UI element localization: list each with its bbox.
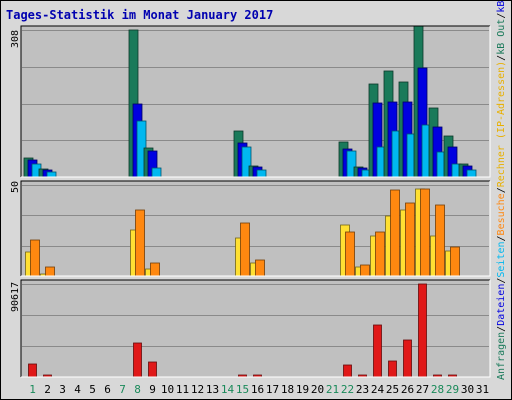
legend-separator: /: [496, 326, 507, 332]
day-label-12: 12: [191, 383, 204, 396]
chart-title: Tages-Statistik im Monat January 2017: [6, 8, 273, 22]
day-label-24: 24: [371, 383, 385, 396]
day-label-23: 23: [356, 383, 369, 396]
legend-separator: /: [496, 13, 507, 19]
traffic-bar-kbytes-day-27: [418, 283, 427, 378]
legend-separator: /: [496, 187, 507, 193]
traffic-bars: [28, 283, 457, 378]
hosts-bar-besuche-day-28: [435, 204, 445, 277]
traffic-bar-kbytes-day-24: [373, 324, 382, 378]
legend-item-rechner-ip-adressen-: Rechner (IP-Adressen): [496, 61, 507, 187]
hosts-bars: [25, 188, 460, 277]
day-label-20: 20: [311, 383, 324, 396]
day-label-28: 28: [431, 383, 444, 396]
legend-separator: /: [496, 278, 507, 284]
day-label-16: 16: [251, 383, 264, 396]
day-label-21: 21: [326, 383, 339, 396]
requests-bar-seiten-day-16: [256, 169, 267, 178]
right-legend: Anfragen/Dateien/Seiten/Besuche/Rechner …: [496, 0, 507, 380]
day-label-14: 14: [221, 383, 235, 396]
requests-panel-frame: [20, 25, 490, 177]
day-label-2: 2: [44, 383, 51, 396]
day-label-8: 8: [134, 383, 141, 396]
traffic-bar-kbytes-day-25: [388, 360, 397, 378]
traffic-panel: 90617: [10, 279, 491, 378]
hosts-bar-besuche-day-22: [345, 231, 355, 277]
hosts-bar-besuche-day-26: [405, 202, 415, 277]
day-label-30: 30: [461, 383, 474, 396]
day-label-25: 25: [386, 383, 399, 396]
hosts-bar-besuche-day-29: [450, 246, 460, 277]
hosts-bar-besuche-day-23: [360, 264, 370, 277]
hosts-bar-besuche-day-27: [420, 188, 430, 277]
day-label-19: 19: [296, 383, 309, 396]
day-label-11: 11: [176, 383, 189, 396]
day-label-10: 10: [161, 383, 174, 396]
requests-bar-seiten-day-9: [151, 167, 162, 178]
legend-separator: /: [496, 235, 507, 241]
legend-item-anfragen: Anfragen: [496, 332, 507, 380]
requests-panel-frame-shadow: [21, 26, 491, 178]
hosts-bar-besuche-day-2: [45, 266, 55, 277]
day-label-4: 4: [74, 383, 81, 396]
day-label-18: 18: [281, 383, 294, 396]
hosts-bar-besuche-day-25: [390, 189, 400, 277]
day-label-13: 13: [206, 383, 219, 396]
traffic-bar-kbytes-day-9: [148, 361, 157, 378]
hosts-max-label: 50: [10, 181, 21, 193]
traffic-panel-frame-shadow: [21, 280, 491, 378]
day-label-15: 15: [236, 383, 249, 396]
day-label-1: 1: [29, 383, 36, 396]
hosts-bar-besuche-day-8: [135, 209, 145, 277]
requests-bar-seiten-day-2: [46, 171, 57, 178]
legend-item-besuche: Besuche: [496, 193, 507, 235]
legend-item-kb-out: kB Out: [496, 19, 507, 55]
legend-item-seiten: Seiten: [496, 241, 507, 277]
traffic-bar-kbytes-day-1: [28, 363, 37, 378]
day-label-31: 31: [476, 383, 489, 396]
traffic-bar-kbytes-day-22: [343, 364, 352, 378]
requests-max-label: 308: [10, 30, 21, 48]
legend-separator: /: [496, 55, 507, 61]
right-legend-text: Anfragen/Dateien/Seiten/Besuche/Rechner …: [496, 0, 507, 380]
day-label-22: 22: [341, 383, 354, 396]
hosts-panel: 50: [10, 180, 491, 277]
day-label-7: 7: [119, 383, 126, 396]
day-label-26: 26: [401, 383, 414, 396]
day-label-6: 6: [104, 383, 111, 396]
requests-panel: 308: [10, 25, 491, 178]
day-labels: 1 2 3 4 5 6 7 8 9 10 11 12 13 14 15 16 17 18 19 20 21 22 23 24 2…: [29, 383, 489, 396]
traffic-panel-frame: [20, 279, 490, 377]
day-label-3: 3: [59, 383, 66, 396]
day-label-9: 9: [149, 383, 156, 396]
hosts-bar-besuche-day-9: [150, 262, 160, 277]
hosts-bar-besuche-day-16: [255, 259, 265, 277]
requests-bar-seiten-day-30: [466, 169, 477, 178]
legend-item-kb-in: kB In: [496, 0, 507, 13]
hosts-panel-frame: [20, 180, 490, 276]
hosts-panel-frame-shadow: [21, 181, 491, 277]
legend-item-dateien: Dateien: [496, 284, 507, 326]
hosts-bar-besuche-day-1: [30, 239, 40, 277]
day-label-29: 29: [446, 383, 459, 396]
day-label-27: 27: [416, 383, 429, 396]
day-label-17: 17: [266, 383, 279, 396]
hosts-bar-besuche-day-24: [375, 231, 385, 277]
traffic-max-label: 90617: [10, 282, 21, 312]
traffic-bar-kbytes-day-8: [133, 342, 142, 378]
traffic-bar-kbytes-day-26: [403, 339, 412, 378]
hosts-bar-besuche-day-15: [240, 222, 250, 277]
day-label-5: 5: [89, 383, 96, 396]
